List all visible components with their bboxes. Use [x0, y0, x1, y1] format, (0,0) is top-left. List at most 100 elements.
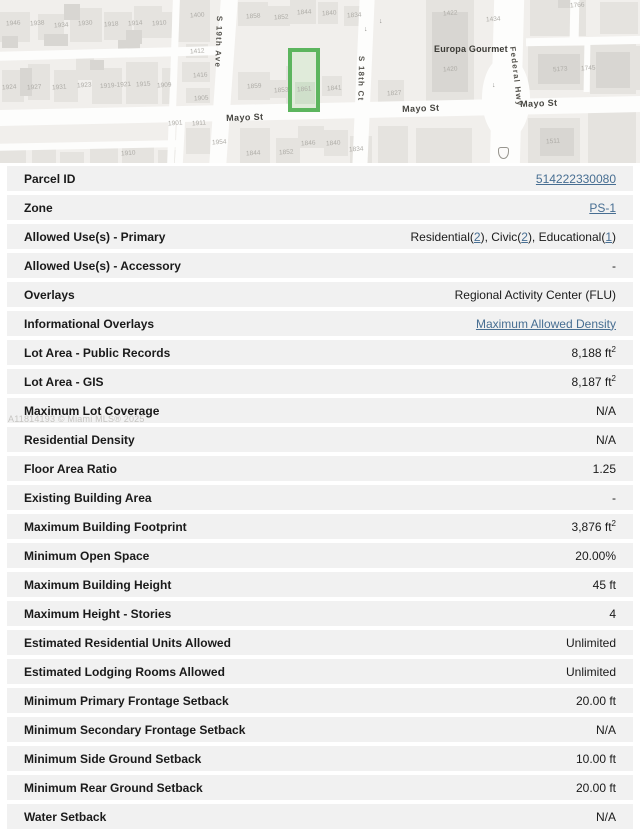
row-value-text: 20.00 ft — [575, 693, 616, 708]
row-value-link[interactable]: PS-1 — [589, 200, 616, 215]
row-value-text: ), Civic( — [480, 229, 522, 244]
row-value-link[interactable]: 1 — [605, 229, 612, 244]
table-row: Minimum Side Ground Setback 10.00 ft — [7, 746, 633, 771]
building-number: 1422 — [442, 9, 458, 18]
building-number: 1923 — [76, 81, 92, 90]
table-row: Minimum Secondary Frontage Setback N/A — [7, 717, 633, 742]
building-number: 1420 — [442, 65, 458, 74]
row-label: Maximum Lot Coverage — [24, 403, 160, 418]
row-label: Minimum Open Space — [24, 548, 150, 563]
building-number: 1412 — [189, 47, 205, 56]
building — [64, 4, 80, 20]
row-value: N/A — [596, 723, 616, 737]
building — [178, 0, 210, 42]
building — [600, 2, 638, 34]
row-value-text: 8,188 ft — [571, 345, 612, 360]
building-number: 1840 — [321, 9, 337, 18]
row-label: Allowed Use(s) - Primary — [24, 229, 166, 244]
table-row: Minimum Rear Ground Setback 20.00 ft — [7, 775, 633, 800]
row-value: Maximum Allowed Density — [476, 317, 616, 331]
building — [276, 138, 300, 163]
table-row: Maximum Building Height 45 ft — [7, 572, 633, 597]
row-value-superscript: 2 — [611, 518, 616, 528]
building — [162, 68, 172, 104]
building — [238, 2, 268, 26]
row-label: Lot Area - Public Records — [24, 345, 171, 360]
row-value: - — [612, 491, 616, 505]
row-label: Zone — [24, 200, 53, 215]
row-value-link[interactable]: 2 — [521, 229, 528, 244]
table-row: Zone PS-1 — [7, 195, 633, 220]
row-value: 4 — [609, 607, 616, 621]
row-label: Water Setback — [24, 809, 107, 824]
building-number: 1511 — [545, 137, 561, 146]
row-value-link[interactable]: 514222330080 — [535, 171, 616, 186]
building — [32, 148, 56, 163]
row-label: Lot Area - GIS — [24, 374, 104, 389]
building-number: 1840 — [325, 139, 341, 148]
parcel-detail-table: Parcel ID 514222330080 Zone PS-1 Allowed Use… — [0, 163, 640, 833]
table-row: Parcel ID 514222330080 — [7, 166, 633, 191]
row-value-text: Unlimited — [565, 664, 616, 679]
row-value-text: ), Educational( — [527, 229, 606, 244]
building — [2, 70, 24, 102]
row-label: Estimated Residential Units Allowed — [24, 635, 231, 650]
building — [298, 126, 324, 148]
building-number: 1852 — [273, 13, 289, 22]
building-number: 1910 — [120, 149, 136, 158]
row-value-text: Regional Activity Center (FLU) — [454, 287, 616, 302]
building-number: 1954 — [211, 138, 227, 147]
table-row: Allowed Use(s) - Primary Residential(2), … — [7, 224, 633, 249]
row-value-link[interactable]: Maximum Allowed Density — [475, 316, 616, 331]
street-label: S 19th Ave — [213, 15, 224, 69]
building — [378, 126, 408, 163]
row-label: Informational Overlays — [24, 316, 155, 331]
building — [630, 46, 640, 90]
row-value: Regional Activity Center (FLU) — [455, 288, 616, 302]
row-value-text: 20.00% — [575, 548, 616, 563]
row-label: Allowed Use(s) - Accessory — [24, 258, 181, 273]
one-way-arrow-icon: ↓ — [492, 82, 496, 89]
row-value: Residential(2), Civic(2), Educational(1) — [411, 230, 616, 244]
row-label: Maximum Building Height — [24, 577, 172, 592]
row-value: N/A — [596, 404, 616, 418]
building — [2, 36, 18, 48]
building — [238, 72, 270, 100]
table-row: Lot Area - GIS 8,187 ft2 — [7, 369, 633, 394]
building-number: 1901 — [167, 119, 183, 128]
building-number: 1914 — [127, 19, 143, 28]
route-shield-icon — [498, 147, 509, 159]
building — [186, 88, 210, 103]
row-value: 20.00 ft — [576, 694, 616, 708]
row-value-text: - — [612, 258, 616, 273]
row-value-text: 3,876 ft — [571, 519, 612, 534]
building — [90, 146, 118, 163]
building — [20, 68, 32, 96]
row-value-text: ) — [612, 229, 616, 244]
table-row: Minimum Primary Frontage Setback 20.00 ft — [7, 688, 633, 713]
building — [540, 128, 574, 156]
building-number: 1909 — [156, 81, 172, 90]
building — [76, 58, 94, 80]
building-number: 1841 — [326, 84, 342, 93]
row-value-link[interactable]: 2 — [473, 229, 481, 244]
row-value: 8,187 ft2 — [572, 374, 616, 389]
row-value: 20.00% — [575, 549, 616, 563]
building-number: 1834 — [348, 145, 364, 154]
row-value-text: Unlimited — [565, 635, 616, 650]
building-number: 1859 — [246, 82, 262, 91]
street-label: Mayo St — [520, 97, 558, 109]
row-label: Estimated Lodging Rooms Allowed — [24, 664, 225, 679]
building — [60, 152, 84, 163]
building-number: 1918 — [103, 20, 119, 29]
building-number: 1931 — [51, 83, 67, 92]
table-row: Minimum Open Space 20.00% — [7, 543, 633, 568]
row-value-text: N/A — [595, 432, 616, 447]
building — [322, 76, 342, 96]
row-value-text: - — [612, 490, 616, 505]
row-value-text: 1.25 — [592, 461, 616, 476]
building-number: 1946 — [5, 19, 21, 28]
parcel-highlight — [288, 48, 320, 112]
row-value: 20.00 ft — [576, 781, 616, 795]
building-number: 1853 — [273, 86, 289, 95]
